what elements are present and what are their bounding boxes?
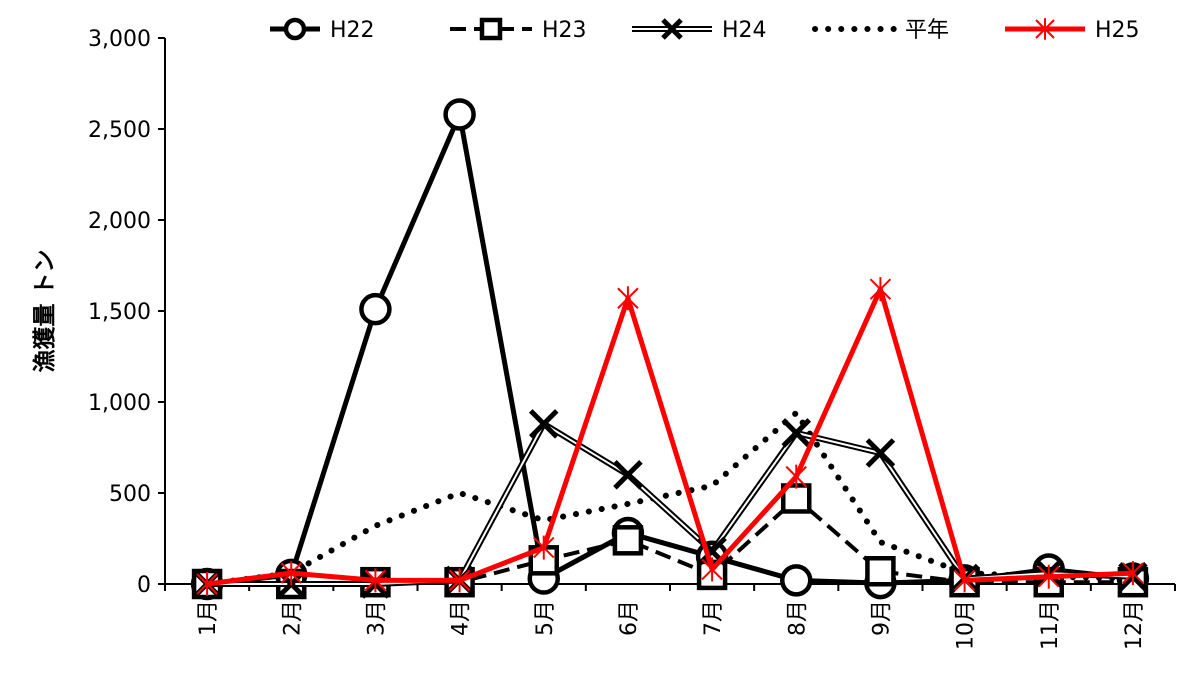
series-H22 <box>190 98 1150 601</box>
asterisk-marker <box>617 286 639 311</box>
y-tick-label: 3,000 <box>88 27 151 52</box>
y-tick-label: 0 <box>137 573 151 598</box>
asterisk-marker <box>1038 564 1060 589</box>
x-tick-label: 6月 <box>617 600 642 636</box>
legend-item-H25: H25 <box>1005 18 1140 43</box>
x-marker <box>781 418 812 448</box>
series-line-inner <box>207 422 1133 585</box>
legend-label: H25 <box>1095 18 1140 43</box>
asterisk-marker <box>953 568 976 593</box>
y-axis-title: 漁獲量 トン <box>31 249 58 372</box>
square-marker <box>612 525 644 556</box>
circle-marker <box>443 98 476 131</box>
x-marker <box>865 438 896 468</box>
asterisk-marker <box>1122 561 1144 586</box>
axes: 0 500 1,000 1,500 2,000 2,500 3,000 1月 2月 3月 4月 5月 6… <box>88 27 1176 650</box>
x-marker <box>661 18 683 40</box>
x-tick-label: 8月 <box>785 600 810 636</box>
asterisk-marker <box>196 572 218 596</box>
legend-label: H24 <box>722 18 767 43</box>
legend: H22 H23 H24 平年 H25 <box>270 17 1140 43</box>
square-marker <box>865 556 896 587</box>
x-marker-stroke <box>528 409 559 439</box>
series-line <box>206 286 1134 587</box>
legend-item-H24: H24 <box>632 18 767 43</box>
x-tick-label: 10月 <box>954 600 979 650</box>
asterisk-marker <box>364 568 387 593</box>
x-marker-stroke <box>613 460 643 490</box>
legend-item-平年: 平年 <box>812 18 949 43</box>
legend-label: 平年 <box>905 18 949 43</box>
x-tick-label: 1月 <box>196 600 221 636</box>
asterisk-marker <box>701 557 723 582</box>
x-tick-label: 11月 <box>1038 600 1063 650</box>
asterisk-marker <box>1035 18 1055 40</box>
x-tick-label: 3月 <box>364 600 389 636</box>
asterisk-marker <box>869 277 892 302</box>
x-marker <box>613 460 643 490</box>
series-H25 <box>196 277 1144 596</box>
x-marker <box>528 409 559 439</box>
circle-marker <box>283 17 307 41</box>
series-line <box>207 420 1134 587</box>
x-tick-label: 9月 <box>869 600 894 636</box>
plot-area <box>190 98 1150 601</box>
legend-item-H22: H22 <box>270 17 375 43</box>
x-tick-label: 2月 <box>280 600 305 636</box>
asterisk-marker <box>280 561 302 586</box>
y-tick-label: 500 <box>109 482 151 507</box>
legend-item-H23: H23 <box>450 17 587 43</box>
asterisk-marker <box>533 535 555 560</box>
asterisk-marker <box>785 464 807 489</box>
x-marker-stroke <box>661 18 683 40</box>
x-tick-label: 12月 <box>1122 600 1147 650</box>
legend-label: H22 <box>330 18 375 43</box>
x-tick-label: 7月 <box>701 600 726 636</box>
x-marker-stroke <box>781 418 812 448</box>
x-tick-label: 5月 <box>533 600 558 636</box>
square-marker <box>479 17 503 41</box>
asterisk-marker <box>448 568 471 593</box>
circle-marker <box>359 292 392 326</box>
y-tick-label: 2,000 <box>88 209 151 234</box>
circle-marker <box>780 564 813 597</box>
x-tick-label: 4月 <box>449 600 474 636</box>
y-tick-label: 2,500 <box>88 118 151 143</box>
legend-label: H23 <box>542 18 587 43</box>
x-marker-stroke <box>865 438 896 468</box>
y-tick-label: 1,000 <box>88 391 151 416</box>
y-tick-label: 1,500 <box>88 300 151 325</box>
